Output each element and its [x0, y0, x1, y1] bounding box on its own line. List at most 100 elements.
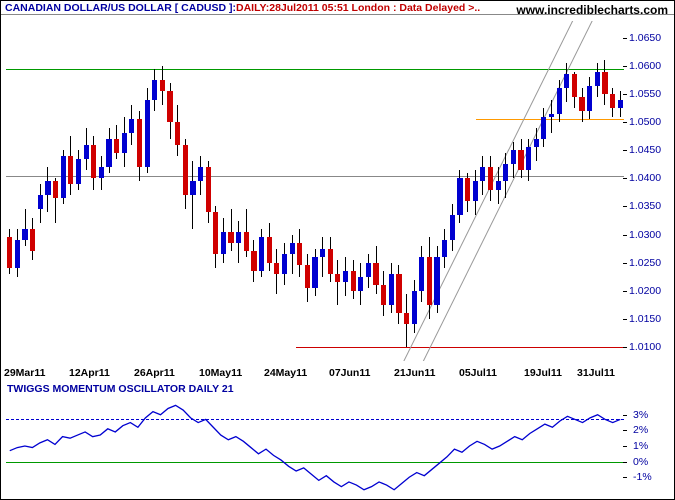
- candle-body: [15, 240, 20, 268]
- candle-body: [412, 291, 417, 325]
- candle-body: [404, 313, 409, 324]
- candle-body: [427, 257, 432, 305]
- candle-body: [7, 237, 12, 268]
- date-axis-label: 29Mar11: [4, 367, 45, 379]
- candle-body: [511, 150, 516, 164]
- candle-body: [503, 164, 508, 181]
- indicator-title: TWIGGS MOMENTUM OSCILLATOR DAILY 21: [7, 383, 234, 395]
- candle-body: [366, 263, 371, 277]
- candle-body: [488, 167, 493, 189]
- candle-body: [534, 139, 539, 147]
- candle-body: [122, 133, 127, 153]
- date-axis-label: 24May11: [264, 367, 307, 379]
- candle-wick: [192, 161, 193, 228]
- candle-body: [61, 156, 66, 198]
- date-axis-label: 21Jun11: [394, 367, 435, 379]
- candle-body: [236, 232, 241, 243]
- candle-body: [328, 249, 333, 274]
- candle-body: [595, 72, 600, 86]
- candle-body: [190, 181, 195, 195]
- price-axis-label: 1.0300: [629, 229, 661, 241]
- candle-body: [30, 229, 35, 251]
- candle-body: [564, 74, 569, 88]
- candle-body: [480, 167, 485, 181]
- candle-body: [442, 240, 447, 257]
- price-axis-label: 1.0500: [629, 116, 661, 128]
- candle-body: [312, 257, 317, 288]
- candle-body: [76, 159, 81, 184]
- candle-body: [137, 119, 142, 167]
- chart-symbol-title: CANADIAN DOLLAR/US DOLLAR [ CADUSD ]:: [5, 2, 236, 14]
- date-axis-label: 26Apr11: [134, 367, 175, 379]
- price-axis-label: 1.0600: [629, 60, 661, 72]
- momentum-chart: [6, 396, 624, 496]
- candle-body: [434, 257, 439, 305]
- candle-body: [457, 178, 462, 215]
- date-axis-label: 31Jul11: [577, 367, 615, 379]
- candle-body: [38, 195, 43, 209]
- candle-body: [343, 271, 348, 282]
- candle-wick: [231, 209, 232, 251]
- candle-body: [206, 167, 211, 212]
- candle-body: [320, 249, 325, 257]
- candle-body: [53, 181, 58, 198]
- candle-body: [167, 91, 172, 122]
- candle-body: [99, 167, 104, 178]
- candle-body: [450, 215, 455, 240]
- indicator-axis-label: 3%: [633, 409, 648, 421]
- date-axis-label: 07Jun11: [329, 367, 370, 379]
- indicator-axis-label: -1%: [633, 471, 652, 483]
- candle-body: [381, 285, 386, 305]
- candle-body: [198, 167, 203, 181]
- price-axis-label: 1.0550: [629, 88, 661, 100]
- chart-date-title: DAILY:28Jul2011 05:51 London : Data Dela…: [236, 2, 480, 14]
- candle-body: [526, 147, 531, 169]
- price-axis-label: 1.0650: [629, 32, 661, 44]
- candle-body: [68, 156, 73, 184]
- candle-body: [518, 150, 523, 170]
- candle-body: [305, 265, 310, 287]
- candle-body: [45, 181, 50, 195]
- candle-body: [221, 232, 226, 254]
- date-axis-label: 10May11: [199, 367, 242, 379]
- candle-body: [228, 232, 233, 243]
- candle-body: [541, 117, 546, 139]
- candle-body: [351, 271, 356, 291]
- candle-body: [465, 178, 470, 200]
- candle-body: [297, 243, 302, 265]
- candle-body: [152, 80, 157, 100]
- candle-body: [91, 145, 96, 179]
- candle-body: [602, 72, 607, 94]
- candle-body: [114, 139, 119, 153]
- indicator-axis-label: 1%: [633, 440, 648, 452]
- candle-body: [244, 232, 249, 252]
- candle-body: [282, 254, 287, 274]
- candle-body: [587, 86, 592, 111]
- date-axis-label: 05Jul11: [459, 367, 497, 379]
- candle-body: [106, 139, 111, 167]
- candle-body: [183, 145, 188, 196]
- candle-body: [557, 88, 562, 113]
- candle-body: [22, 229, 27, 240]
- candle-body: [274, 263, 279, 274]
- price-axis-label: 1.0450: [629, 144, 661, 156]
- price-axis-label: 1.0250: [629, 257, 661, 269]
- candle-body: [267, 237, 272, 262]
- price-chart: [6, 21, 624, 361]
- candle-body: [572, 74, 577, 96]
- candle-body: [213, 212, 218, 254]
- chart-container: CANADIAN DOLLAR/US DOLLAR [ CADUSD ]: DA…: [0, 0, 675, 500]
- indicator-axis-label: 2%: [633, 424, 648, 436]
- candle-body: [618, 100, 623, 108]
- candle-body: [259, 237, 264, 271]
- candle-body: [160, 80, 165, 91]
- price-axis-label: 1.0400: [629, 172, 661, 184]
- candle-body: [251, 251, 256, 271]
- date-axis-label: 12Apr11: [69, 367, 110, 379]
- candle-body: [145, 100, 150, 167]
- candle-body: [335, 274, 340, 282]
- date-axis-label: 19Jul11: [524, 367, 562, 379]
- candle-body: [496, 181, 501, 189]
- price-axis-label: 1.0200: [629, 285, 661, 297]
- candle-body: [129, 119, 134, 133]
